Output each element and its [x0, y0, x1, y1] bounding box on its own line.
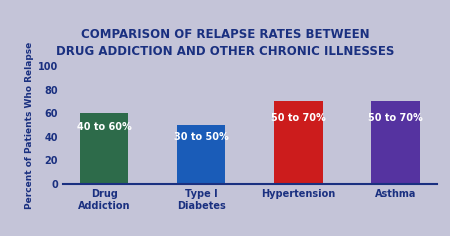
Y-axis label: Percent of Patients Who Relapse: Percent of Patients Who Relapse: [25, 42, 34, 209]
Bar: [80, 113, 129, 184]
Bar: [177, 125, 225, 184]
Text: 30 to 50%: 30 to 50%: [174, 132, 229, 142]
Text: 50 to 70%: 50 to 70%: [271, 113, 326, 123]
Bar: [371, 101, 419, 184]
Text: 50 to 70%: 50 to 70%: [368, 113, 423, 123]
Text: COMPARISON OF RELAPSE RATES BETWEEN
DRUG ADDICTION AND OTHER CHRONIC ILLNESSES: COMPARISON OF RELAPSE RATES BETWEEN DRUG…: [56, 28, 394, 58]
Text: 40 to 60%: 40 to 60%: [77, 122, 131, 132]
Bar: [274, 101, 323, 184]
